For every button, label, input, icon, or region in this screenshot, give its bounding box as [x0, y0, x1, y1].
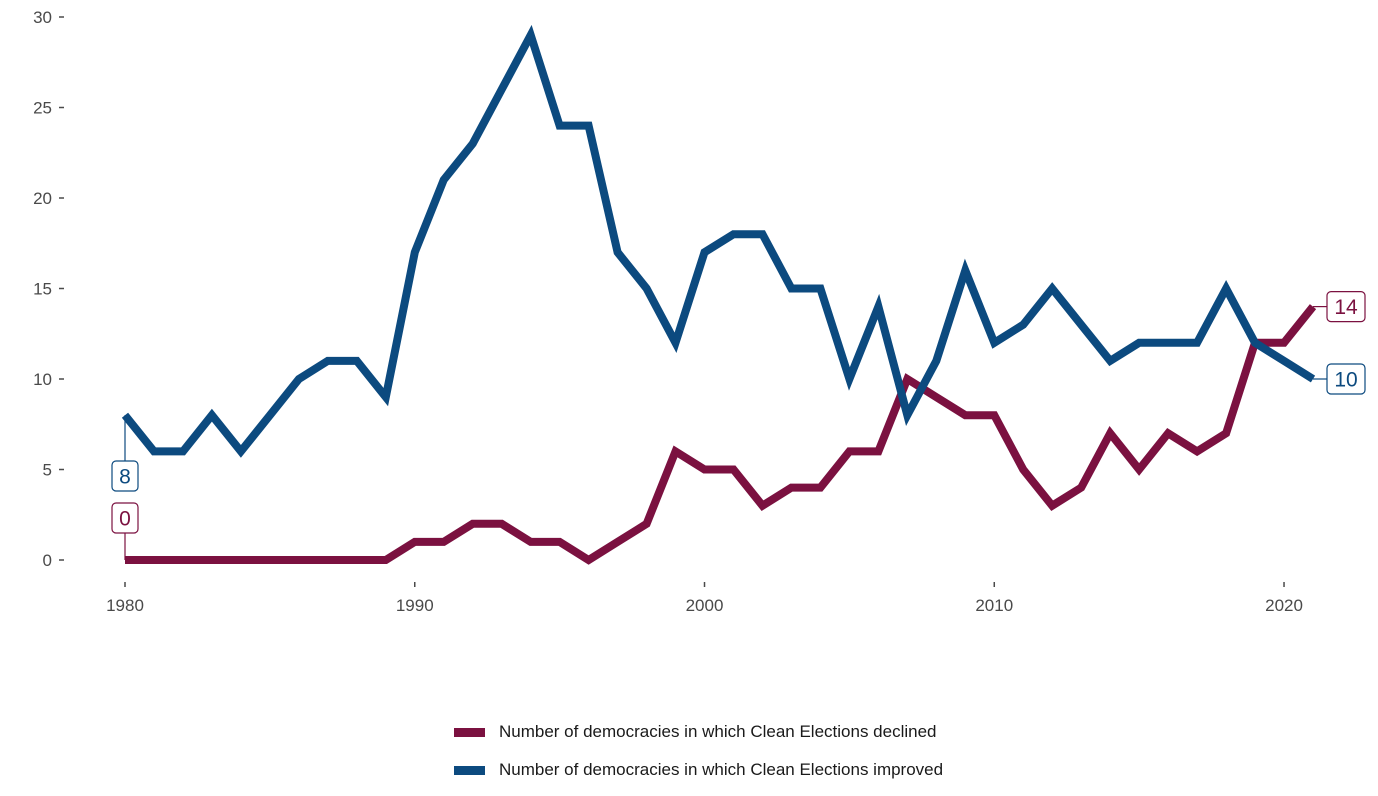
legend: Number of democracies in which Clean Ele… — [454, 713, 943, 789]
y-tick-label: 10 — [33, 370, 52, 389]
y-tick-label: 0 — [43, 551, 52, 570]
legend-label-improved: Number of democracies in which Clean Ele… — [499, 760, 944, 779]
start-label-improved-box — [111, 460, 139, 492]
y-tick-label: 20 — [33, 189, 52, 208]
x-tick-label: 1990 — [396, 596, 434, 615]
legend-label-declined: Number of democracies in which Clean Ele… — [499, 722, 937, 741]
y-axis: 0 5 10 15 20 25 30 — [33, 8, 64, 570]
series-line-improved — [121, 24, 1316, 458]
end-label-improved: 10 — [1326, 363, 1366, 395]
x-tick-label: 2010 — [975, 596, 1013, 615]
y-tick-label: 15 — [33, 280, 52, 299]
end-label-declined-text: 14 — [1334, 296, 1358, 319]
start-label-improved: 8 — [111, 460, 139, 492]
y-tick-label: 30 — [33, 8, 52, 27]
y-tick-label: 5 — [43, 461, 52, 480]
end-label-improved-text: 10 — [1334, 369, 1357, 392]
start-label-declined-box — [111, 502, 139, 534]
legend-item-improved: Number of democracies in which Clean Ele… — [454, 751, 943, 789]
start-label-improved-text: 8 — [119, 466, 131, 489]
start-label-declined-text: 0 — [119, 508, 131, 531]
end-label-declined: 14 — [1326, 291, 1366, 323]
end-labels: 8 0 14 10 — [111, 291, 1366, 560]
series-lines — [121, 24, 1317, 565]
legend-item-declined: Number of democracies in which Clean Ele… — [454, 713, 943, 751]
x-tick-label: 2000 — [686, 596, 724, 615]
series-line-declined — [125, 304, 1317, 565]
x-axis: 1980 1990 2000 2010 2020 — [106, 582, 1303, 615]
y-tick-label: 25 — [33, 99, 52, 118]
x-tick-label: 1980 — [106, 596, 144, 615]
start-label-declined: 0 — [111, 502, 139, 534]
legend-swatch-declined — [454, 727, 485, 737]
x-tick-label: 2020 — [1265, 596, 1303, 615]
end-label-declined-box — [1326, 291, 1366, 323]
legend-swatch-improved — [454, 765, 485, 775]
end-label-improved-box — [1326, 363, 1366, 395]
